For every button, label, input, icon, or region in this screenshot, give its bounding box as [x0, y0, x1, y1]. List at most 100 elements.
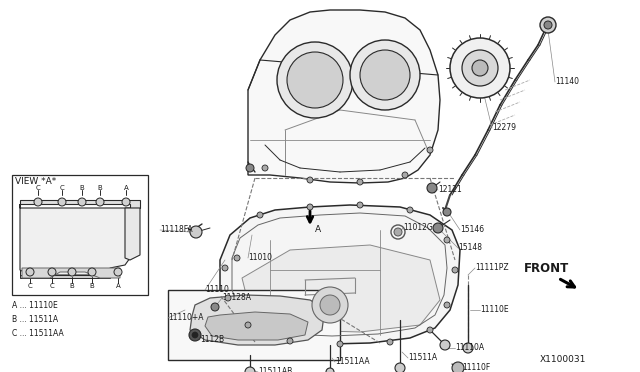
Circle shape — [287, 52, 343, 108]
Text: 11110F: 11110F — [462, 363, 490, 372]
Text: C: C — [36, 185, 40, 191]
Circle shape — [472, 60, 488, 76]
Text: 11110: 11110 — [205, 285, 229, 295]
Circle shape — [234, 255, 240, 261]
Text: 11012G: 11012G — [403, 224, 433, 232]
Circle shape — [307, 177, 313, 183]
Text: B: B — [98, 185, 102, 191]
Circle shape — [307, 204, 313, 210]
Circle shape — [394, 228, 402, 236]
Text: B ... 11511A: B ... 11511A — [12, 314, 58, 324]
Text: 1112B: 1112B — [200, 336, 224, 344]
Circle shape — [444, 237, 450, 243]
Text: FRONT: FRONT — [524, 262, 569, 275]
Circle shape — [427, 183, 437, 193]
Text: A: A — [116, 283, 120, 289]
Circle shape — [402, 172, 408, 178]
Text: 11111PZ: 11111PZ — [475, 263, 509, 273]
Text: 11128A: 11128A — [222, 294, 251, 302]
Circle shape — [34, 198, 42, 206]
Text: A: A — [124, 185, 129, 191]
Circle shape — [540, 17, 556, 33]
Circle shape — [463, 343, 473, 353]
Text: C ... 11511AA: C ... 11511AA — [12, 328, 64, 337]
Circle shape — [395, 363, 405, 372]
Circle shape — [88, 268, 96, 276]
Text: 11511AA: 11511AA — [335, 357, 370, 366]
Text: 11140: 11140 — [555, 77, 579, 87]
Circle shape — [190, 226, 202, 238]
Circle shape — [312, 287, 348, 323]
Text: 15148: 15148 — [458, 244, 482, 253]
Text: 11110A: 11110A — [455, 343, 484, 353]
Circle shape — [222, 265, 228, 271]
Polygon shape — [125, 208, 140, 260]
Circle shape — [407, 207, 413, 213]
Circle shape — [433, 223, 443, 233]
Circle shape — [58, 198, 66, 206]
Circle shape — [257, 212, 263, 218]
Circle shape — [192, 332, 198, 338]
Text: A ... 11110E: A ... 11110E — [12, 301, 58, 310]
Circle shape — [544, 21, 552, 29]
Circle shape — [225, 295, 231, 301]
Circle shape — [320, 295, 340, 315]
Circle shape — [452, 362, 464, 372]
Polygon shape — [205, 312, 308, 340]
Circle shape — [350, 40, 420, 110]
Circle shape — [444, 302, 450, 308]
Circle shape — [287, 338, 293, 344]
Polygon shape — [22, 268, 120, 278]
Circle shape — [360, 50, 410, 100]
Text: 15146: 15146 — [460, 225, 484, 234]
Text: C: C — [28, 283, 33, 289]
Text: C: C — [50, 283, 54, 289]
Circle shape — [26, 268, 34, 276]
Circle shape — [122, 198, 130, 206]
Circle shape — [245, 367, 255, 372]
Text: B: B — [70, 283, 74, 289]
Circle shape — [189, 329, 201, 341]
Polygon shape — [242, 245, 440, 332]
Polygon shape — [20, 270, 110, 278]
Circle shape — [387, 339, 393, 345]
Circle shape — [211, 303, 219, 311]
Polygon shape — [248, 10, 440, 183]
Text: C: C — [60, 185, 65, 191]
Text: 11010: 11010 — [248, 253, 272, 263]
Circle shape — [357, 179, 363, 185]
Circle shape — [246, 164, 254, 172]
Circle shape — [277, 42, 353, 118]
Circle shape — [78, 198, 86, 206]
Circle shape — [427, 327, 433, 333]
Text: X1100031: X1100031 — [540, 356, 586, 365]
Circle shape — [114, 268, 122, 276]
Text: 11110+A: 11110+A — [168, 314, 204, 323]
Circle shape — [427, 147, 433, 153]
Circle shape — [357, 202, 363, 208]
Circle shape — [452, 267, 458, 273]
Circle shape — [48, 268, 56, 276]
Circle shape — [68, 268, 76, 276]
Polygon shape — [20, 200, 140, 208]
Circle shape — [443, 208, 451, 216]
Text: 11110E: 11110E — [480, 305, 509, 314]
Circle shape — [326, 368, 334, 372]
Text: A: A — [315, 225, 321, 234]
Text: 12279: 12279 — [492, 124, 516, 132]
Circle shape — [440, 340, 450, 350]
Circle shape — [450, 38, 510, 98]
Circle shape — [96, 198, 104, 206]
Polygon shape — [190, 295, 325, 345]
Polygon shape — [168, 290, 340, 360]
Polygon shape — [20, 204, 130, 275]
Text: B: B — [90, 283, 94, 289]
Polygon shape — [12, 175, 148, 295]
Circle shape — [262, 165, 268, 171]
Text: 12121: 12121 — [438, 186, 461, 195]
Text: 11118FA: 11118FA — [160, 225, 193, 234]
Text: B: B — [79, 185, 84, 191]
Polygon shape — [220, 205, 460, 344]
Text: 11511AB: 11511AB — [258, 368, 292, 372]
Circle shape — [245, 322, 251, 328]
